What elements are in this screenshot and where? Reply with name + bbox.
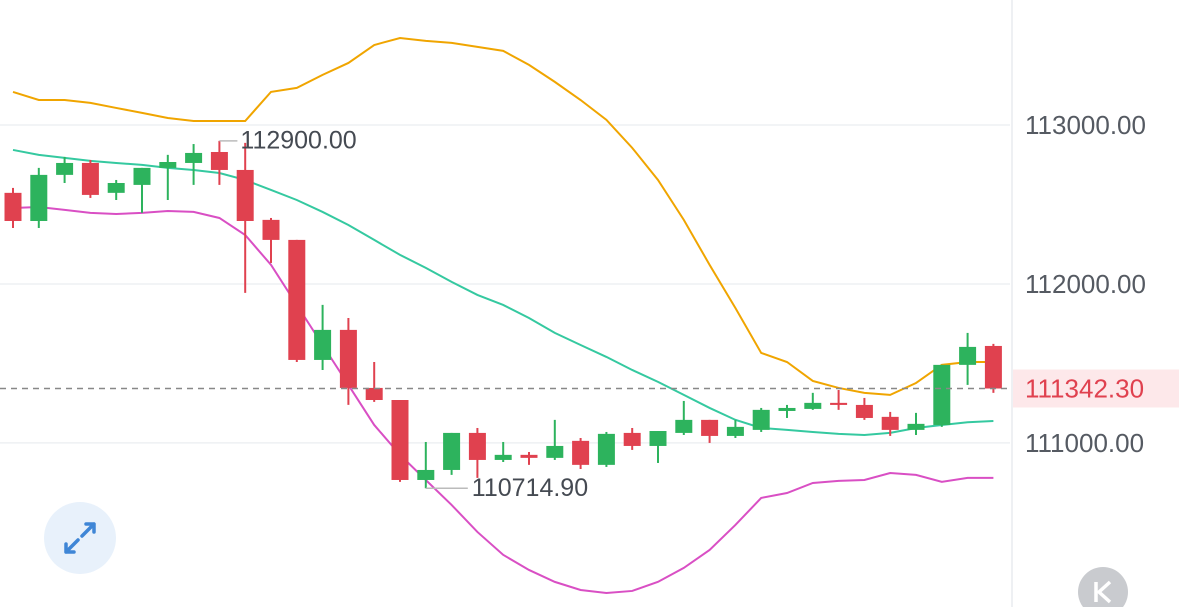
y-tick-label: 113000.00 — [1025, 110, 1146, 140]
candle-body — [56, 162, 74, 175]
candle-body — [546, 445, 564, 458]
candle-body — [81, 162, 99, 195]
candle-body — [159, 162, 177, 168]
candle-body — [623, 432, 641, 446]
max-label: 112900.00 — [240, 126, 356, 154]
candle-body — [417, 469, 435, 480]
candle-body — [933, 364, 951, 425]
candle-body — [468, 432, 486, 460]
candle-body — [649, 431, 667, 446]
price-tag — [1013, 369, 1179, 408]
candle-body — [959, 346, 977, 365]
band-line — [12, 36, 994, 396]
candle-body — [881, 416, 899, 430]
candle-body — [133, 167, 151, 185]
candle-body — [830, 402, 848, 405]
candle-body — [984, 345, 1002, 389]
y-tick-label: 112000.00 — [1025, 269, 1146, 299]
candle-body — [675, 419, 693, 433]
candle-body — [804, 402, 822, 409]
candle-body — [443, 432, 461, 470]
candle-body — [365, 387, 383, 401]
candle-body — [520, 454, 538, 458]
expand-bg — [44, 502, 116, 574]
plot — [0, 36, 1010, 595]
band-line — [12, 148, 994, 436]
band-line — [12, 205, 994, 595]
candle-body — [185, 152, 203, 163]
candle-body — [262, 219, 280, 240]
candle-body — [288, 239, 306, 360]
price-label: 111342.30 — [1025, 373, 1144, 403]
y-tick-label: 111000.00 — [1025, 428, 1144, 458]
candle-body — [726, 426, 744, 436]
candle-body — [236, 169, 254, 221]
candle-body — [572, 440, 590, 465]
candle-body — [107, 182, 125, 193]
candle-body — [30, 174, 48, 221]
min-label: 110714.90 — [472, 474, 588, 502]
candle-body — [855, 404, 873, 418]
candle-body — [597, 433, 615, 465]
k-button[interactable] — [1078, 567, 1128, 607]
candle-body — [778, 407, 796, 411]
candle-body — [391, 400, 409, 480]
expand-icon — [64, 522, 96, 554]
candle-body — [210, 151, 228, 170]
candle-body — [314, 329, 332, 360]
candle-body — [701, 419, 719, 436]
k-icon — [1094, 580, 1112, 604]
candle-body — [907, 423, 925, 430]
candle-body — [494, 454, 512, 460]
candle-body — [752, 409, 770, 430]
expand-button[interactable] — [44, 502, 116, 574]
candle-body — [339, 329, 357, 388]
candle-body — [4, 192, 22, 221]
